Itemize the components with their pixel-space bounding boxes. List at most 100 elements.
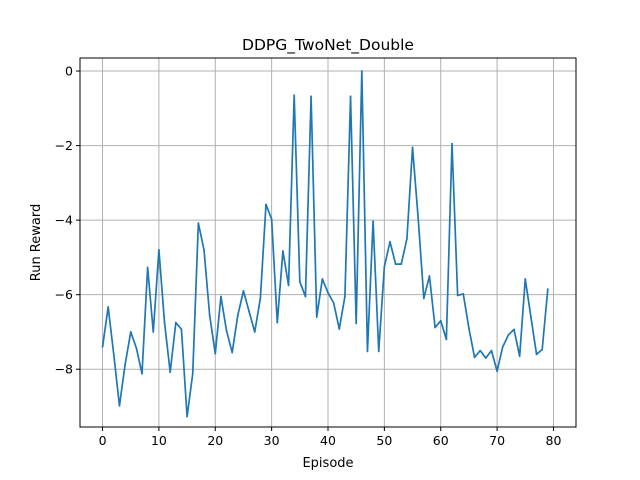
y-tick-label: 0 <box>65 64 73 79</box>
data-point <box>456 294 459 297</box>
x-tick-label: 30 <box>264 433 280 448</box>
data-point <box>146 266 149 269</box>
x-tick-label: 50 <box>376 433 392 448</box>
chart-title: DDPG_TwoNet_Double <box>242 36 414 55</box>
data-point <box>518 355 521 358</box>
data-point <box>524 278 527 280</box>
data-point <box>248 310 250 313</box>
data-point <box>344 295 346 298</box>
data-point <box>220 295 222 298</box>
data-point <box>107 306 110 308</box>
data-point <box>129 331 132 333</box>
x-tick-label: 70 <box>489 433 505 448</box>
data-point <box>445 338 448 341</box>
data-point <box>377 350 380 353</box>
data-point <box>180 328 183 331</box>
x-tick-label: 80 <box>546 433 562 448</box>
axis-ticks: 0 10 20 30 40 50 60 70 80 0 −2 −4 −6 −8 <box>55 64 562 448</box>
data-point <box>236 314 239 317</box>
data-point <box>327 291 329 294</box>
data-point <box>530 316 532 318</box>
data-point <box>468 327 470 330</box>
x-tick-label: 20 <box>207 433 223 448</box>
data-point <box>462 293 465 295</box>
data-point <box>406 237 408 240</box>
data-point <box>118 404 121 407</box>
y-axis-label: Run Reward <box>29 204 44 281</box>
data-point <box>541 348 544 351</box>
data-point <box>490 349 493 352</box>
x-tick-label: 40 <box>320 433 336 448</box>
data-point <box>479 349 482 352</box>
data-point <box>186 415 188 418</box>
data-point <box>338 328 341 330</box>
data-point <box>389 240 391 243</box>
data-point <box>231 351 234 354</box>
data-point <box>242 290 245 292</box>
data-point <box>360 70 363 72</box>
data-point <box>174 321 177 324</box>
data-point <box>112 354 115 356</box>
data-point <box>332 301 335 304</box>
data-point <box>197 222 200 225</box>
data-point <box>484 357 487 359</box>
data-point <box>124 363 126 366</box>
data-point <box>473 356 476 359</box>
data-point <box>507 334 510 336</box>
data-point <box>287 284 290 287</box>
x-tick-label: 60 <box>433 433 449 448</box>
data-point <box>383 265 386 268</box>
data-point <box>355 322 358 325</box>
data-point <box>169 371 172 374</box>
data-point <box>270 218 273 220</box>
data-point <box>434 326 436 329</box>
data-point <box>259 297 262 300</box>
data-point <box>422 297 425 300</box>
data-point <box>141 372 143 375</box>
x-tick-label: 0 <box>99 433 107 448</box>
data-point <box>191 372 194 375</box>
y-tick-label: −2 <box>55 138 73 153</box>
data-point <box>203 249 205 251</box>
data-point <box>293 94 296 97</box>
data-point <box>546 288 549 290</box>
data-point <box>276 321 279 324</box>
data-point <box>349 95 352 98</box>
data-point <box>158 249 160 251</box>
data-point <box>451 142 453 145</box>
data-point <box>372 220 374 223</box>
data-point <box>501 345 504 348</box>
data-point <box>513 328 515 331</box>
data-point <box>439 319 442 322</box>
data-point <box>321 278 324 280</box>
x-tick-label: 10 <box>151 433 167 448</box>
x-axis-label: Episode <box>302 456 353 471</box>
data-point <box>101 345 104 348</box>
data-point <box>282 250 284 252</box>
data-point <box>298 280 301 283</box>
data-point <box>535 353 538 356</box>
data-point <box>428 275 431 277</box>
data-point <box>304 295 307 298</box>
data-point <box>253 331 256 333</box>
data-point <box>310 95 312 98</box>
data-point <box>417 217 420 220</box>
data-point <box>366 350 369 353</box>
series-line <box>101 70 549 418</box>
data-point <box>496 370 498 372</box>
data-point <box>225 329 228 332</box>
data-point <box>163 321 166 324</box>
data-point <box>265 203 267 206</box>
y-tick-label: −4 <box>55 213 73 228</box>
y-tick-label: −6 <box>55 287 73 302</box>
data-point <box>411 146 414 149</box>
data-point <box>400 263 403 266</box>
data-point <box>152 331 155 333</box>
data-point <box>315 316 318 318</box>
y-tick-label: −8 <box>55 362 73 377</box>
data-point <box>394 263 397 266</box>
data-point <box>208 314 211 317</box>
data-point <box>214 352 217 355</box>
data-point <box>135 347 138 349</box>
